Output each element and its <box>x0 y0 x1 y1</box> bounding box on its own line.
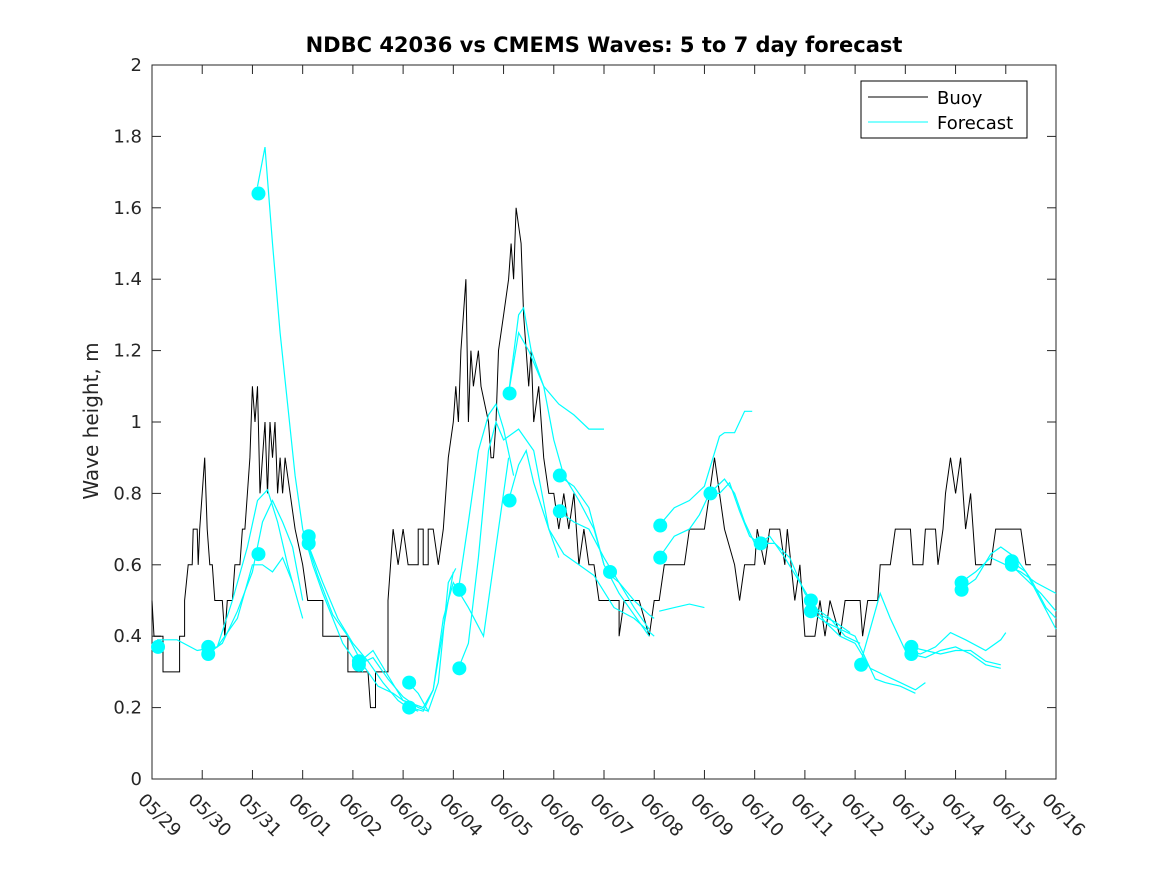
forecast-series <box>658 410 753 526</box>
forecast-series <box>508 331 605 565</box>
y-tick-label: 0.8 <box>113 483 142 504</box>
forecast-series <box>206 499 304 655</box>
forecast-series <box>659 603 705 612</box>
legend: Buoy Forecast <box>860 80 1028 139</box>
forecast-marker <box>1004 557 1019 572</box>
y-tick-label: 1 <box>131 412 142 433</box>
forecast-marker <box>502 493 517 508</box>
forecast-series <box>508 448 655 637</box>
forecast-series <box>558 510 650 630</box>
y-tick-label: 1.6 <box>113 198 142 219</box>
forecast-series <box>256 146 364 673</box>
forecast-series <box>910 646 1001 666</box>
y-axis-label: Wave height, m <box>79 342 103 499</box>
forecast-series <box>809 610 926 691</box>
y-tick-label: 0 <box>131 769 142 790</box>
forecast-series <box>859 591 1007 665</box>
forecast-marker <box>402 675 417 690</box>
forecast-series <box>707 481 861 644</box>
forecast-marker <box>151 639 166 654</box>
forecast-marker <box>402 700 417 715</box>
forecast-series <box>1010 564 1057 612</box>
forecast-marker <box>452 661 467 676</box>
forecast-marker <box>251 186 266 201</box>
forecast-marker <box>552 468 567 483</box>
forecast-marker <box>653 518 668 533</box>
forecast-series <box>759 542 851 634</box>
forecast-series <box>410 457 510 712</box>
forecast-marker <box>603 564 618 579</box>
forecast-series <box>809 600 916 694</box>
forecast-marker <box>351 657 366 672</box>
forecast-marker <box>251 547 266 562</box>
forecast-marker <box>502 386 517 401</box>
forecast-series <box>457 420 560 669</box>
forecast-series <box>558 475 650 637</box>
forecast-series <box>910 646 1001 669</box>
forecast-series <box>202 488 304 652</box>
forecast-marker <box>954 582 969 597</box>
y-tick-label: 1.8 <box>113 126 142 147</box>
y-tick-label: 0.6 <box>113 555 142 576</box>
forecast-marker <box>552 504 567 519</box>
y-tick-label: 0.4 <box>113 626 142 647</box>
forecast-marker <box>653 550 668 565</box>
chart-title: NDBC 42036 vs CMEMS Waves: 5 to 7 day fo… <box>306 33 903 57</box>
forecast-series <box>407 568 457 713</box>
forecast-marker <box>452 582 467 597</box>
legend-forecast-label: Forecast <box>937 113 1013 134</box>
forecast-marker <box>753 536 768 551</box>
y-tick-label: 0.2 <box>113 698 142 719</box>
forecast-marker <box>703 486 718 501</box>
forecast-series <box>606 571 655 619</box>
forecast-marker <box>854 657 869 672</box>
y-tick-label: 1.4 <box>113 269 142 290</box>
forecast-series <box>960 546 1057 619</box>
forecast-marker <box>803 593 818 608</box>
y-tick-label: 1.2 <box>113 341 142 362</box>
forecast-marker <box>201 647 216 662</box>
forecast-marker <box>301 536 316 551</box>
legend-buoy-label: Buoy <box>937 88 983 109</box>
y-tick-label: 2 <box>131 55 142 76</box>
forecast-marker <box>904 647 919 662</box>
forecast-marker <box>803 604 818 619</box>
legend-box <box>860 80 1028 139</box>
forecast-series <box>457 402 515 590</box>
